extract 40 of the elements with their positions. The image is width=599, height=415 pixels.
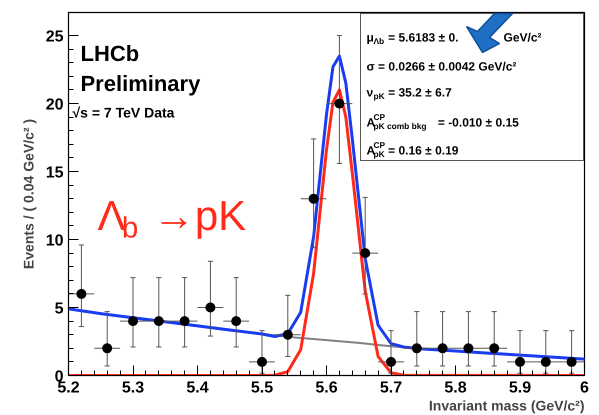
y-tick-label: 15 — [46, 164, 64, 182]
point — [180, 316, 190, 326]
x-tick-label: 5.7 — [380, 380, 402, 396]
point — [540, 356, 551, 367]
point — [154, 316, 164, 326]
x-axis-title: Invariant mass (GeV/c²) — [428, 398, 585, 414]
point — [231, 316, 242, 326]
point — [308, 194, 319, 204]
point — [438, 343, 448, 354]
annotation: LHCb — [80, 41, 140, 66]
point — [102, 343, 112, 354]
annotation: Preliminary — [80, 71, 202, 96]
x-tick-label: 5.8 — [444, 380, 467, 396]
point — [489, 343, 500, 354]
point — [205, 302, 216, 313]
x-tick-label: 6 — [580, 380, 590, 396]
point — [412, 343, 422, 354]
point — [257, 356, 267, 367]
point — [360, 248, 370, 258]
x-tick-label: 5.6 — [315, 380, 338, 396]
annotation: √s = 7 TeV Data — [72, 104, 175, 120]
y-axis-title: Events / ( 0.04 GeV/c² ) — [20, 118, 37, 270]
x-tick-label: 5.3 — [122, 380, 144, 396]
y-tick-label: 25 — [46, 28, 64, 46]
point — [334, 98, 344, 109]
point — [515, 356, 525, 367]
point — [282, 330, 293, 340]
point — [128, 316, 138, 326]
y-tick-label: 5 — [54, 300, 64, 318]
point — [76, 288, 86, 299]
point — [463, 343, 474, 354]
y-tick-label: 10 — [46, 232, 64, 250]
point — [386, 356, 396, 367]
annotation: GeV/c² — [504, 30, 542, 44]
annotation: σ = 0.0266 ± 0.0042 GeV/c² — [366, 60, 516, 74]
x-tick-label: 5.9 — [508, 380, 532, 396]
y-tick-label: 20 — [46, 96, 64, 114]
x-tick-label: 5.5 — [250, 380, 274, 396]
x-tick-label: 5.4 — [186, 380, 209, 396]
point — [566, 356, 577, 367]
